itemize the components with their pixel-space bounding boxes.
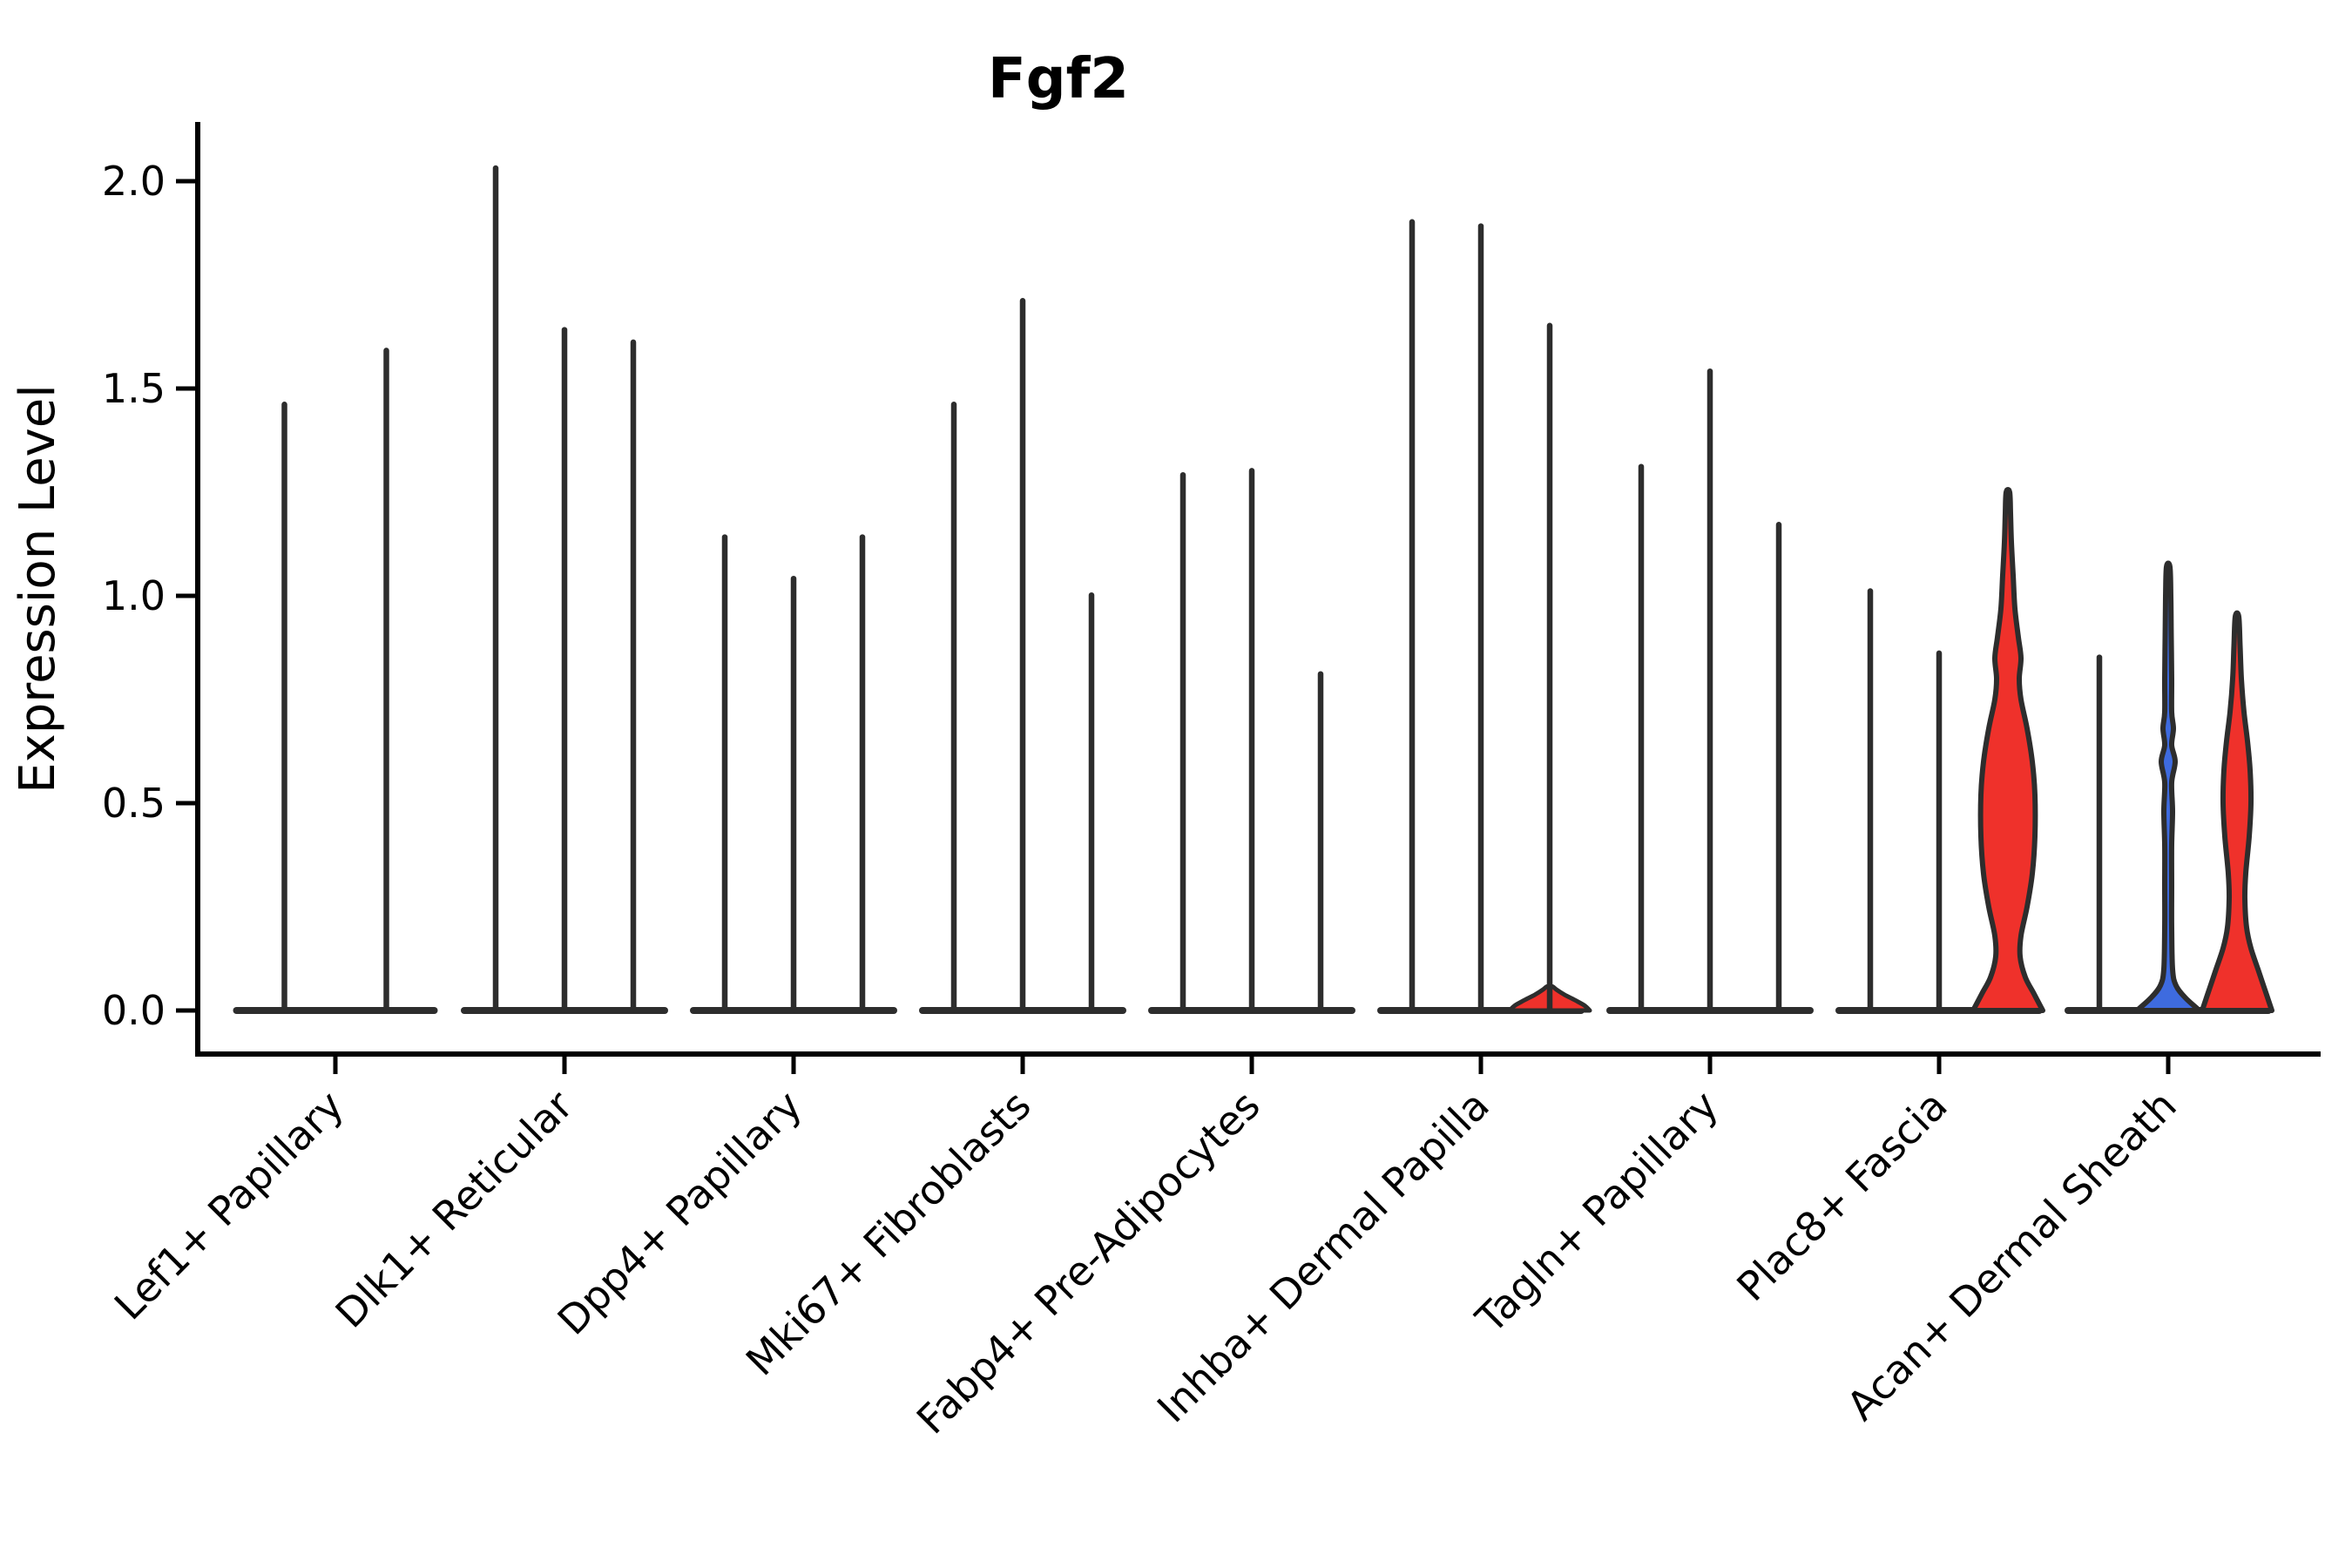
y-tick-label: 0.5 <box>102 780 166 827</box>
x-category-label: Tagln+ Papillary <box>1466 1082 1727 1343</box>
y-tick-label: 0.0 <box>102 987 166 1034</box>
violin-layer <box>233 165 2274 1014</box>
plot-title: Fgf2 <box>988 47 1129 112</box>
violin-body-red <box>1970 487 2045 1013</box>
violin-base-bar <box>233 1007 438 1014</box>
x-category-label: Lef1+ Papillary <box>105 1082 353 1329</box>
x-category-label: Dlk1+ Reticular <box>327 1082 582 1337</box>
y-tick-label: 1.5 <box>102 365 166 412</box>
x-category-label: Dpp4+ Papillary <box>549 1082 811 1344</box>
y-tick-label: 1.0 <box>102 572 166 619</box>
y-axis-label: Expression Level <box>10 384 66 794</box>
violin-body-blue <box>2134 560 2202 1013</box>
y-tick-label: 2.0 <box>102 158 166 205</box>
violin-body-red <box>2200 610 2274 1013</box>
x-category-label: Plac8+ Fascia <box>1727 1082 1956 1310</box>
